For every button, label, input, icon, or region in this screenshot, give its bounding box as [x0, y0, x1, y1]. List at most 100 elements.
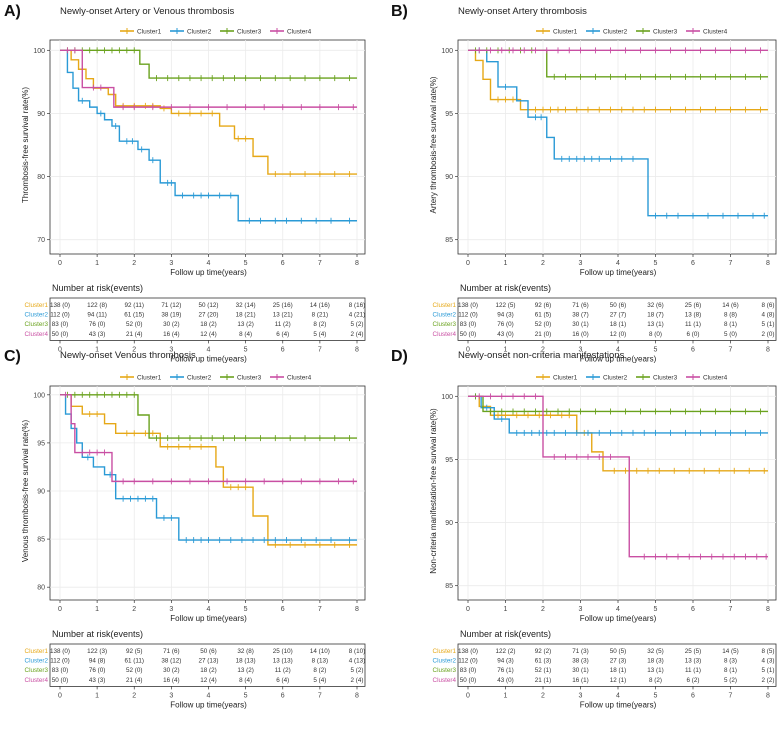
risk-cell: 5 (0): [724, 331, 737, 338]
legend-label: Cluster4: [703, 375, 728, 382]
risk-row-label: Cluster1: [25, 648, 49, 655]
risk-cell: 8 (1): [724, 667, 737, 674]
y-axis-title: Thrombosis-free survival rate(%): [21, 87, 30, 203]
y-tick-label: 100: [33, 48, 45, 55]
panel-letter: B): [391, 3, 408, 20]
risk-cell: 6 (2): [687, 677, 700, 684]
risk-cell: 4 (8): [762, 312, 775, 319]
risk-x-axis-title: Follow up time(years): [170, 700, 247, 709]
risk-table-box: [457, 643, 777, 687]
risk-cell: 18 (1): [610, 667, 626, 674]
risk-cell: 61 (15): [124, 312, 144, 319]
risk-x-tick-label: 1: [504, 692, 508, 699]
risk-cell: 43 (3): [89, 331, 105, 338]
risk-cell: 5 (2): [351, 321, 364, 328]
risk-row-label: Cluster1: [433, 302, 457, 309]
x-tick-label: 0: [58, 260, 62, 267]
risk-row-label: Cluster4: [433, 331, 457, 338]
risk-cell: 83 (0): [460, 667, 476, 674]
risk-x-tick-label: 8: [355, 346, 359, 353]
x-tick-label: 3: [169, 260, 173, 267]
risk-cell: 2 (2): [762, 677, 775, 684]
km-line-cluster1: [468, 395, 768, 472]
risk-cell: 14 (6): [722, 302, 738, 309]
risk-row-label: Cluster4: [25, 677, 49, 684]
risk-cell: 71 (6): [572, 302, 588, 309]
risk-row-label: Cluster1: [433, 648, 457, 655]
risk-cell: 6 (4): [276, 677, 289, 684]
x-axis-title: Follow up time(years): [580, 614, 657, 623]
y-tick-label: 85: [445, 237, 453, 244]
km-line-cluster3: [60, 394, 357, 439]
risk-cell: 12 (4): [200, 677, 216, 684]
risk-x-tick-label: 2: [541, 692, 545, 699]
plot-area: [49, 39, 366, 255]
y-tick-label: 85: [37, 537, 45, 544]
y-tick-label: 100: [441, 394, 453, 401]
risk-x-tick-label: 1: [504, 346, 508, 353]
risk-cell: 50 (12): [199, 302, 219, 309]
risk-cell: 50 (0): [460, 331, 476, 338]
risk-cell: 4 (21): [349, 312, 365, 319]
risk-cell: 32 (14): [236, 302, 256, 309]
legend-label: Cluster2: [603, 375, 628, 382]
legend-label: Cluster4: [287, 29, 312, 36]
risk-cell: 52 (0): [126, 321, 142, 328]
risk-cell: 11 (2): [275, 321, 291, 328]
risk-cell: 8 (13): [312, 658, 328, 665]
km-line-cluster4: [60, 394, 357, 483]
risk-row-label: Cluster3: [433, 321, 457, 328]
risk-cell: 2 (4): [351, 677, 364, 684]
risk-x-tick-label: 6: [691, 346, 695, 353]
risk-cell: 5 (4): [313, 331, 326, 338]
risk-cell: 2 (4): [351, 331, 364, 338]
risk-cell: 30 (2): [163, 321, 179, 328]
risk-cell: 16 (1): [572, 677, 588, 684]
risk-cell: 32 (6): [647, 302, 663, 309]
x-tick-label: 7: [318, 606, 322, 613]
panel-title: Newly-onset non-criteria manifestations: [458, 350, 625, 361]
km-line-cluster1: [468, 49, 768, 111]
risk-x-tick-label: 6: [281, 692, 285, 699]
risk-cell: 61 (3): [535, 658, 551, 665]
risk-cell: 94 (3): [497, 312, 513, 319]
risk-x-tick-label: 3: [169, 692, 173, 699]
risk-cell: 92 (11): [125, 302, 144, 309]
risk-cell: 16 (0): [572, 331, 588, 338]
risk-x-tick-label: 6: [691, 692, 695, 699]
risk-cell: 18 (3): [647, 658, 663, 665]
x-tick-label: 6: [281, 260, 285, 267]
risk-cell: 50 (0): [460, 677, 476, 684]
risk-cell: 61 (11): [125, 658, 144, 665]
risk-cell: 4 (3): [762, 658, 775, 665]
risk-cell: 27 (13): [199, 658, 219, 665]
x-tick-label: 1: [504, 606, 508, 613]
risk-cell: 50 (5): [610, 648, 626, 655]
legend-label: Cluster4: [703, 29, 728, 36]
risk-cell: 25 (6): [685, 302, 701, 309]
risk-cell: 8 (2): [313, 321, 326, 328]
x-tick-label: 5: [654, 260, 658, 267]
risk-cell: 138 (0): [50, 648, 70, 655]
risk-x-tick-label: 8: [766, 346, 770, 353]
panel-letter: D): [391, 348, 408, 365]
risk-row-label: Cluster1: [25, 302, 49, 309]
risk-cell: 8 (21): [312, 312, 328, 319]
x-tick-label: 5: [244, 260, 248, 267]
risk-cell: 13 (8): [685, 312, 701, 319]
risk-cell: 92 (6): [535, 302, 551, 309]
risk-cell: 50 (0): [52, 331, 68, 338]
risk-cell: 5 (1): [762, 667, 775, 674]
risk-cell: 8 (6): [762, 302, 775, 309]
risk-table-title: Number at risk(events): [52, 283, 143, 293]
risk-x-tick-label: 5: [654, 346, 658, 353]
x-tick-label: 0: [466, 606, 470, 613]
risk-x-tick-label: 6: [281, 346, 285, 353]
risk-table-box: [457, 297, 777, 341]
risk-table-box: [49, 297, 366, 341]
risk-cell: 94 (3): [497, 658, 513, 665]
risk-cell: 27 (20): [199, 312, 219, 319]
x-tick-label: 7: [729, 606, 733, 613]
